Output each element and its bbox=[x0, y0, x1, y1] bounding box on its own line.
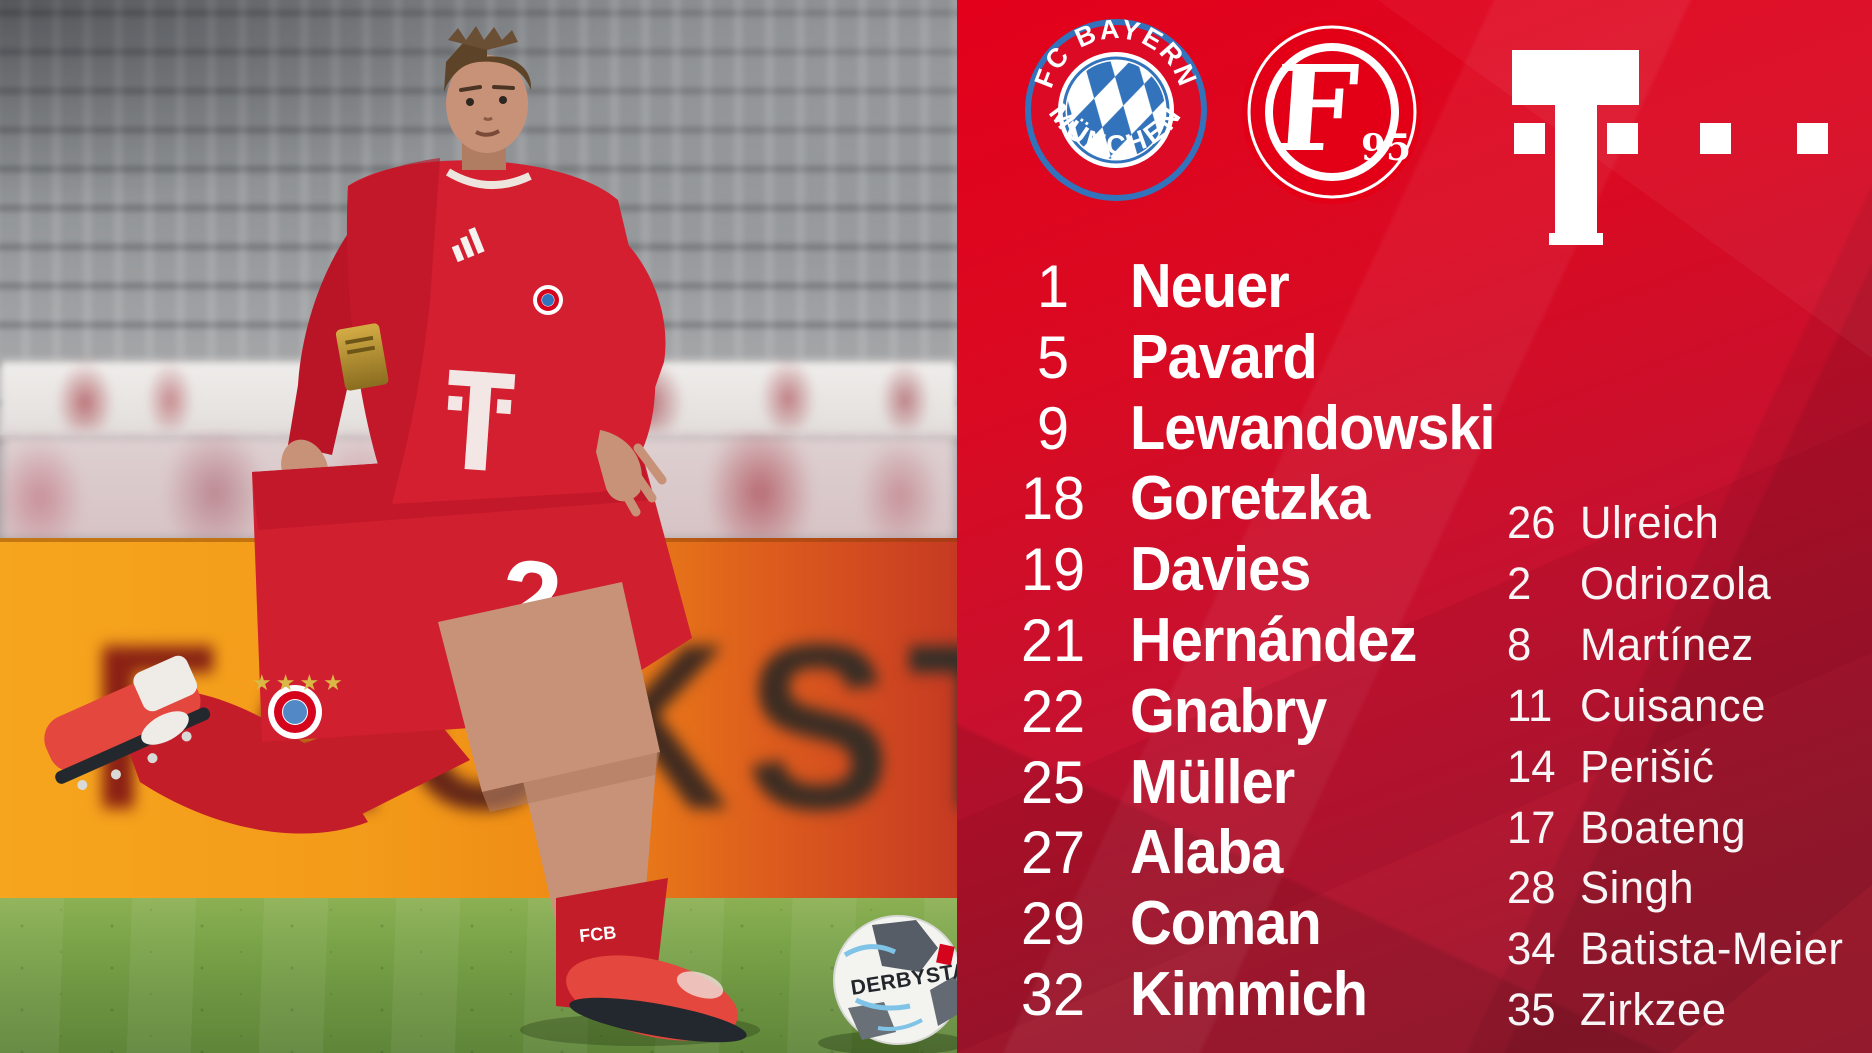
substitute-row: 14 Perišić bbox=[957, 736, 1872, 797]
substitute-number: 35 bbox=[1507, 984, 1556, 1036]
player-name: Coman bbox=[1130, 889, 1322, 959]
player-number: 25 bbox=[1020, 748, 1086, 816]
player-name: Lewandowski bbox=[1130, 393, 1496, 463]
player-number: 1 bbox=[1036, 253, 1070, 320]
player-photo: FACKST bbox=[0, 0, 957, 1053]
lineup-row: 32 Kimmich bbox=[957, 959, 1872, 1030]
substitute-row: 26 Ulreich bbox=[957, 492, 1872, 553]
f95-letter: F bbox=[1269, 39, 1362, 178]
front-arm bbox=[562, 214, 667, 517]
substitute-name: Cuisance bbox=[1580, 679, 1766, 731]
lineup-row: 9 Lewandowski bbox=[957, 393, 1872, 464]
player-number: 21 bbox=[1020, 607, 1086, 674]
substitute-row: 35 Zirkzee bbox=[957, 979, 1872, 1040]
substitute-row: 11 Cuisance bbox=[957, 675, 1872, 736]
substitute-number: 2 bbox=[1507, 557, 1532, 609]
substitute-row: 34 Batista-Meier bbox=[957, 918, 1872, 979]
lineup-row: 25 Müller bbox=[957, 747, 1872, 818]
football: DERBYSTAR bbox=[833, 915, 957, 1045]
telekom-t-icon bbox=[1512, 50, 1828, 245]
substitute-name: Singh bbox=[1580, 862, 1695, 914]
player-number: 5 bbox=[1036, 323, 1070, 391]
player-illustration: 2 ★★★★ FCB bbox=[44, 26, 957, 1053]
substitute-number: 17 bbox=[1507, 801, 1556, 853]
lineup-panel: FC BAYERN MÜNCHEN F 95 bbox=[957, 0, 1872, 1053]
player-name: Neuer bbox=[1130, 252, 1290, 321]
lineup-row: 1 Neuer bbox=[957, 251, 1872, 322]
player-number: 32 bbox=[1020, 961, 1086, 1028]
substitute-row: 17 Boateng bbox=[957, 797, 1872, 858]
lineup-row: 18 Goretzka bbox=[957, 463, 1872, 534]
substitute-name: Perišić bbox=[1580, 740, 1715, 792]
substitute-row: 8 Martínez bbox=[957, 614, 1872, 675]
player-name: Davies bbox=[1130, 535, 1311, 605]
lineup-row: 19 Davies bbox=[957, 534, 1872, 605]
substitute-name: Batista-Meier bbox=[1580, 923, 1844, 975]
f95-crest-icon: F 95 bbox=[1242, 20, 1422, 204]
substitute-number: 34 bbox=[1507, 923, 1556, 975]
player-number: 22 bbox=[1020, 677, 1086, 745]
player-number: 18 bbox=[1020, 465, 1086, 533]
pitch-grass bbox=[0, 898, 957, 1053]
substitute-number: 28 bbox=[1507, 862, 1556, 914]
substitute-number: 26 bbox=[1507, 497, 1556, 548]
substitute-number: 8 bbox=[1507, 618, 1532, 670]
substitute-name: Boateng bbox=[1580, 801, 1747, 853]
player-name: Hernández bbox=[1130, 606, 1417, 675]
player-head bbox=[444, 26, 532, 170]
lineup-row: 22 Gnabry bbox=[957, 676, 1872, 747]
sock-text: FCB bbox=[578, 922, 617, 946]
jersey-sponsor-logo bbox=[447, 369, 516, 471]
player-name: Pavard bbox=[1130, 322, 1318, 392]
substitute-row: 2 Odriozola bbox=[957, 553, 1872, 614]
lineup-row: 29 Coman bbox=[957, 888, 1872, 959]
header-logos: FC BAYERN MÜNCHEN F 95 bbox=[1025, 14, 1828, 245]
lineup-row: 27 Alaba bbox=[957, 817, 1872, 888]
substitute-number: 11 bbox=[1507, 679, 1553, 731]
substitute-row: 28 Singh bbox=[957, 857, 1872, 918]
player-name: Gnabry bbox=[1130, 676, 1327, 746]
bayern-crest-icon: FC BAYERN MÜNCHEN bbox=[1025, 14, 1207, 201]
player-number: 9 bbox=[1036, 394, 1070, 462]
substitute-number: 14 bbox=[1507, 740, 1556, 792]
player-name: Müller bbox=[1130, 747, 1295, 817]
substitute-name: Odriozola bbox=[1580, 557, 1772, 609]
f95-year: 95 bbox=[1361, 127, 1411, 169]
player-number: 19 bbox=[1020, 536, 1086, 604]
player-name: Alaba bbox=[1130, 818, 1283, 888]
front-leg: FCB bbox=[438, 582, 747, 1043]
lineup-row: 21 Hernández bbox=[957, 605, 1872, 676]
player-name: Goretzka bbox=[1130, 464, 1370, 534]
substitute-name: Zirkzee bbox=[1580, 984, 1727, 1036]
player-number: 27 bbox=[1020, 819, 1086, 887]
player-number: 29 bbox=[1020, 890, 1086, 958]
substitute-name: Ulreich bbox=[1580, 497, 1720, 548]
player-name: Kimmich bbox=[1130, 960, 1368, 1029]
substitute-name: Martínez bbox=[1580, 618, 1754, 670]
lineup-row: 5 Pavard bbox=[957, 322, 1872, 393]
svg-text:★★★★: ★★★★ bbox=[252, 671, 347, 696]
